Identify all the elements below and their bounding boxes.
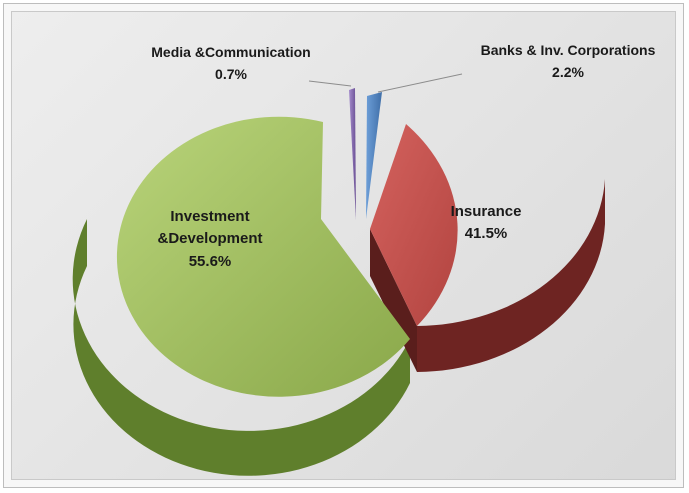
slice-banks [366,92,382,219]
label-investment-line2: &Development [157,230,262,247]
leader-line-banks [377,73,463,93]
chart-area: Media &Communication 0.7% Banks & Inv. C… [3,3,684,488]
label-media: Media &Communication [151,44,310,60]
label-banks: Banks & Inv. Corporations [481,42,656,58]
label-insurance: Insurance [451,203,522,220]
label-investment: Investment [170,208,249,225]
slice-side-investment [72,219,410,476]
label-media-name: Media &Communication [151,44,310,60]
label-banks-value: 2.2% [552,64,584,80]
slice-investment [116,116,411,397]
leader-line-media [308,80,352,87]
label-insurance-value: 41.5% [465,225,508,242]
slice-media [349,88,356,220]
label-investment-value: 55.6% [189,253,232,270]
pie-chart: Media &Communication 0.7% Banks & Inv. C… [72,42,656,476]
label-media-value: 0.7% [215,66,247,82]
slice-insurance [370,124,458,326]
slice-side-insurance-outer [417,179,605,372]
label-banks-name: Banks & Inv. Corporations [481,42,656,58]
